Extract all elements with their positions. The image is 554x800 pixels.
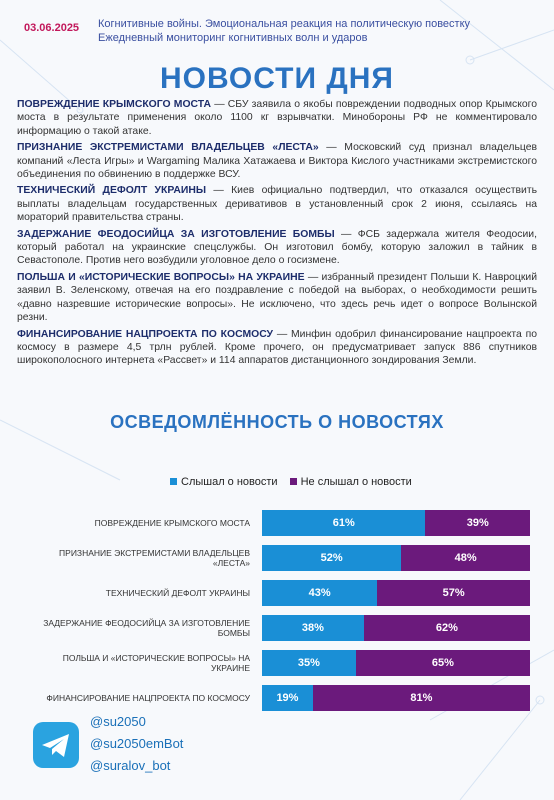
news-headline: ФИНАНСИРОВАНИЕ НАЦПРОЕКТА ПО КОСМОСУ	[17, 328, 274, 340]
category-label: ПОЛЬША И «ИСТОРИЧЕСКИЕ ВОПРОСЫ» НА УКРАИ…	[62, 652, 250, 673]
news-text: — ФСБ задержала жителя Феодосии, который…	[17, 228, 537, 267]
category-label: ЗАДЕРЖАНИЕ ФЕОДОСИЙЦА ЗА ИЗГОТОВЛЕНИЕ БО…	[43, 617, 250, 638]
bar-segment: 81%	[312, 684, 530, 711]
legend-swatch	[170, 478, 177, 485]
bar: 61% 39%	[262, 509, 530, 536]
news-text: — Минфин одобрил финансирование нацпроек…	[17, 328, 538, 367]
news-list: ПОВРЕЖДЕНИЕ КРЫМСКОГО МОСТА — СБУ заявил…	[17, 98, 537, 371]
legend-swatch	[289, 478, 297, 485]
value-label: 35%	[297, 656, 320, 669]
value-label: 52%	[320, 551, 343, 564]
bar: 43% 57%	[262, 579, 530, 606]
telegram-icon	[33, 722, 79, 768]
news-item: ФИНАНСИРОВАНИЕ НАЦПРОЕКТА ПО КОСМОСУ — М…	[17, 328, 537, 368]
legend: Слышал о новости Не слышал о новости	[170, 476, 412, 488]
value-label: 48%	[454, 551, 477, 564]
category-label: ТЕХНИЧЕСКИЙ ДЕФОЛТ УКРАИНЫ	[105, 587, 250, 598]
chart-row: ПРИЗНАНИЕ ЭКСТРЕМИСТАМИ ВЛАДЕЛЬЦЕВ «ЛЕСТ…	[40, 540, 530, 575]
news-headline: ПОВРЕЖДЕНИЕ КРЫМСКОГО МОСТА	[17, 99, 211, 110]
header-text: Когнитивные войны. Эмоциональная реакция…	[98, 17, 470, 45]
header-line: Ежедневный мониторинг когнитивных волн и…	[98, 32, 368, 44]
contact: @su2050emBot	[90, 736, 184, 751]
bar: 35% 65%	[262, 649, 530, 676]
news-headline: ПРИЗНАНИЕ ЭКСТРЕМИСТАМИ ВЛАДЕЛЬЦЕВ «ЛЕСТ…	[17, 142, 319, 154]
page-title: НОВОСТИ ДНЯ	[160, 62, 394, 95]
bar-segment: 65%	[355, 649, 530, 676]
category-label: ПОВРЕЖДЕНИЕ КРЫМСКОГО МОСТА	[94, 517, 250, 528]
news-text: — СБУ заявила о якобы повреждении подвод…	[17, 99, 537, 137]
chart-title: ОСВЕДОМЛЁННОСТЬ О НОВОСТЯХ	[110, 412, 444, 432]
bar: 38% 62%	[262, 614, 530, 641]
news-item: ПОВРЕЖДЕНИЕ КРЫМСКОГО МОСТА — СБУ заявил…	[17, 98, 537, 138]
value-label: 81%	[410, 691, 433, 704]
date: 03.06.2025	[24, 22, 80, 34]
chart-row: ФИНАНСИРОВАНИЕ НАЦПРОЕКТА ПО КОСМОСУ 19% 8…	[40, 680, 530, 715]
legend-label: Не слышал о новости	[300, 476, 412, 488]
bar-segment: 48%	[401, 544, 530, 571]
value-label: 62%	[435, 621, 458, 634]
bar-segment: 61%	[262, 509, 426, 536]
news-item: ПРИЗНАНИЕ ЭКСТРЕМИСТАМИ ВЛАДЕЛЬЦЕВ «ЛЕСТ…	[17, 141, 537, 181]
news-item: ТЕХНИЧЕСКИЙ ДЕФОЛТ УКРАИНЫ — Киев официа…	[17, 184, 537, 224]
header-line: Когнитивные войны. Эмоциональная реакция…	[98, 18, 471, 30]
category-label: ФИНАНСИРОВАНИЕ НАЦПРОЕКТА ПО КОСМОСУ	[46, 692, 250, 703]
value-label: 39%	[466, 516, 489, 529]
value-label: 19%	[276, 691, 299, 704]
legend-item: Не слышал о новости	[289, 476, 412, 488]
news-item: ПОЛЬША И «ИСТОРИЧЕСКИЕ ВОПРОСЫ» НА УКРАИ…	[17, 271, 537, 325]
legend-label: Слышал о новости	[181, 476, 278, 488]
chart-row: ПОВРЕЖДЕНИЕ КРЫМСКОГО МОСТА 61% 39%	[40, 505, 530, 540]
value-label: 38%	[301, 621, 324, 634]
bar-segment: 35%	[262, 649, 356, 676]
value-label: 61%	[332, 516, 355, 529]
bar-segment: 39%	[425, 509, 530, 536]
contacts: @su2050 @su2050emBot @suralov_bot	[90, 711, 183, 777]
chart: ПОВРЕЖДЕНИЕ КРЫМСКОГО МОСТА 61% 39% ПРИЗНАН…	[40, 505, 530, 715]
chart-row: ТЕХНИЧЕСКИЙ ДЕФОЛТ УКРАИНЫ 43% 57%	[40, 575, 530, 610]
news-text: — Киев официально подтвердил, что отказа…	[17, 185, 537, 224]
bar-segment: 43%	[262, 579, 378, 606]
news-headline: ЗАДЕРЖАНИЕ ФЕОДОСИЙЦА ЗА ИЗГОТОВЛЕНИЕ БО…	[17, 228, 335, 240]
bar-segment: 62%	[363, 614, 530, 641]
value-label: 43%	[308, 586, 331, 599]
bar: 19% 81%	[262, 684, 530, 711]
value-label: 65%	[431, 656, 454, 669]
bar-segment: 52%	[262, 544, 402, 571]
legend-item: Слышал о новости	[170, 476, 278, 488]
contact: @suralov_bot	[90, 758, 171, 773]
news-text: — Московский суд признал владельцев комп…	[17, 142, 537, 181]
category-label: ПРИЗНАНИЕ ЭКСТРЕМИСТАМИ ВЛАДЕЛЬЦЕВ «ЛЕСТ…	[59, 547, 250, 568]
chart-row: ПОЛЬША И «ИСТОРИЧЕСКИЕ ВОПРОСЫ» НА УКРАИ…	[40, 645, 530, 680]
contact: @su2050	[90, 714, 146, 729]
news-item: ЗАДЕРЖАНИЕ ФЕОДОСИЙЦА ЗА ИЗГОТОВЛЕНИЕ БО…	[17, 228, 537, 268]
bar-segment: 19%	[262, 684, 313, 711]
value-label: 57%	[442, 586, 465, 599]
chart-row: ЗАДЕРЖАНИЕ ФЕОДОСИЙЦА ЗА ИЗГОТОВЛЕНИЕ БО…	[40, 610, 530, 645]
bar: 52% 48%	[262, 544, 530, 571]
news-headline: ТЕХНИЧЕСКИЙ ДЕФОЛТ УКРАИНЫ	[17, 185, 207, 197]
bar-segment: 38%	[262, 614, 364, 641]
news-text: — избранный президент Польши К. Навроцки…	[17, 271, 538, 324]
news-headline: ПОЛЬША И «ИСТОРИЧЕСКИЕ ВОПРОСЫ» НА УКРАИ…	[17, 271, 305, 283]
bar-segment: 57%	[377, 579, 530, 606]
